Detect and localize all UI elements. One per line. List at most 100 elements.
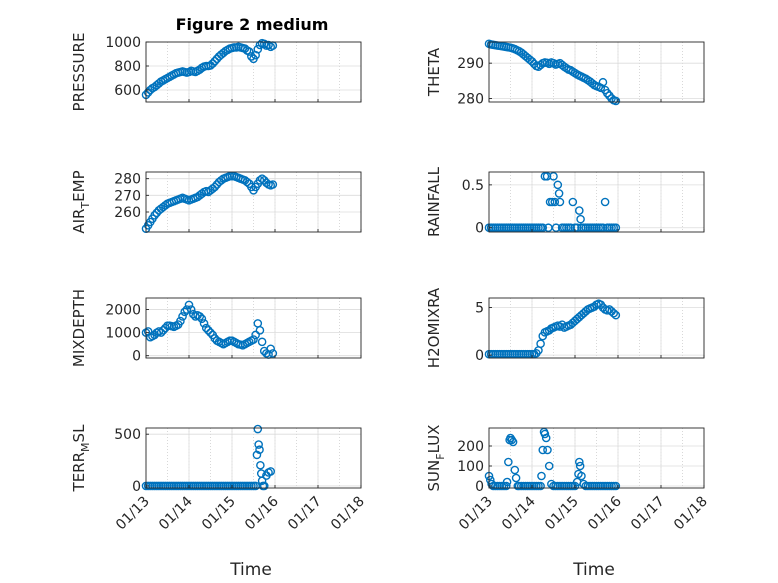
data-point: [566, 223, 576, 233]
data-point: [510, 465, 520, 475]
y-axis-label: H2OMIXRA: [425, 287, 443, 368]
axes-box: [145, 41, 362, 103]
y-tick-label: 280: [457, 91, 484, 107]
axes-box: [488, 41, 705, 103]
axes-box: [488, 297, 705, 359]
x-axis-label-left: Time: [229, 560, 272, 580]
y-axis-label: AIRTEMP: [70, 170, 92, 233]
y-tick-label: 2000: [105, 303, 141, 319]
subplot-6: 0 5 H2OMIXRA: [425, 287, 705, 368]
data-point: [253, 44, 263, 54]
data-point: [156, 328, 166, 337]
data-point: [575, 461, 585, 471]
y-axis-label: PRESSURE: [70, 33, 88, 112]
data-point: [254, 440, 263, 449]
subplot-7: 0 500 01/13 01/14 01/15 01/16 01/17 01/18 TERRMS…: [70, 424, 368, 533]
y-tick-label: 0: [132, 349, 141, 365]
data-point: [197, 314, 207, 324]
data-point: [568, 197, 578, 207]
data-point: [502, 477, 512, 487]
axes-box: [488, 171, 705, 233]
data-point: [255, 445, 264, 455]
data-point: [575, 206, 584, 215]
data-point: [210, 182, 220, 192]
data-point: [242, 177, 252, 187]
data-point: [252, 450, 262, 460]
data-point: [501, 481, 511, 491]
data-point: [508, 437, 518, 447]
data-point: [541, 433, 551, 443]
data-point: [253, 424, 263, 434]
data-point: [210, 56, 220, 66]
y-tick-label: 260: [114, 205, 141, 221]
data-point: [575, 457, 584, 467]
data-point: [611, 310, 621, 320]
data-point: [216, 176, 226, 185]
data-point: [598, 223, 608, 233]
data-point: [576, 214, 585, 224]
data-point: [543, 445, 552, 455]
data-point: [553, 180, 563, 190]
data-point: [208, 59, 217, 68]
axes-box: [145, 427, 362, 489]
data-point: [611, 481, 621, 491]
figure-title: Figure 2 medium: [176, 15, 329, 34]
axes-box: [145, 297, 362, 359]
x-tick-label: 01/15: [542, 494, 582, 534]
data-point: [204, 326, 213, 335]
data-point: [559, 62, 569, 72]
data-point: [611, 223, 621, 233]
data-point: [527, 57, 537, 66]
axes-box: [488, 427, 705, 489]
y-tick-label: 600: [114, 83, 141, 99]
data-point: [555, 197, 565, 207]
data-point: [504, 457, 513, 467]
data-point: [540, 429, 550, 439]
x-tick-label: 01/14: [499, 493, 539, 533]
axes-box: [145, 171, 362, 233]
data-point: [511, 473, 521, 483]
y-tick-label: 5: [475, 301, 484, 317]
data-point: [255, 40, 265, 50]
data-point: [176, 316, 185, 326]
data-point: [611, 96, 621, 106]
data-point: [536, 339, 545, 349]
y-tick-label: 100: [457, 459, 484, 475]
x-tick-label: 01/17: [285, 494, 325, 534]
data-point: [538, 445, 548, 455]
data-point: [581, 74, 591, 84]
x-tick-label: 01/13: [113, 494, 153, 534]
data-point: [257, 337, 267, 347]
data-point: [587, 78, 597, 88]
y-axis-label: THETA: [425, 47, 443, 97]
subplot-4: 0 0.5 RAINFALL: [425, 166, 705, 237]
data-point: [268, 349, 278, 358]
data-point: [251, 330, 260, 340]
x-tick-label: 01/18: [671, 494, 711, 534]
data-point: [507, 435, 517, 445]
y-axis-label: RAINFALL: [425, 166, 443, 237]
x-tick-label: 01/16: [585, 493, 625, 533]
data-point: [249, 335, 258, 344]
y-tick-label: 200: [457, 439, 484, 455]
subplot-1: 600 800 1000 PRESSURE: [70, 33, 362, 112]
data-point: [570, 68, 580, 78]
data-point: [266, 344, 276, 354]
subplot-2: 280 290 THETA: [425, 39, 705, 107]
data-point: [143, 327, 153, 336]
y-tick-label: 500: [114, 427, 141, 443]
data-point: [596, 83, 606, 93]
data-point: [551, 223, 561, 233]
data-point: [268, 180, 278, 189]
y-tick-label: 270: [114, 188, 141, 204]
data-point: [609, 308, 619, 318]
data-point: [568, 67, 578, 76]
y-tick-label: 800: [114, 59, 141, 75]
x-tick-label: 01/15: [199, 494, 239, 534]
data-point: [602, 88, 612, 98]
subplot-5: 0 1000 2000 MIXDEPTH: [70, 289, 362, 367]
subplot-8: 0 100 200 01/13 01/14 01/15 01/16 01/17 01/18 SUN…: [425, 425, 711, 534]
data-point: [257, 476, 267, 486]
